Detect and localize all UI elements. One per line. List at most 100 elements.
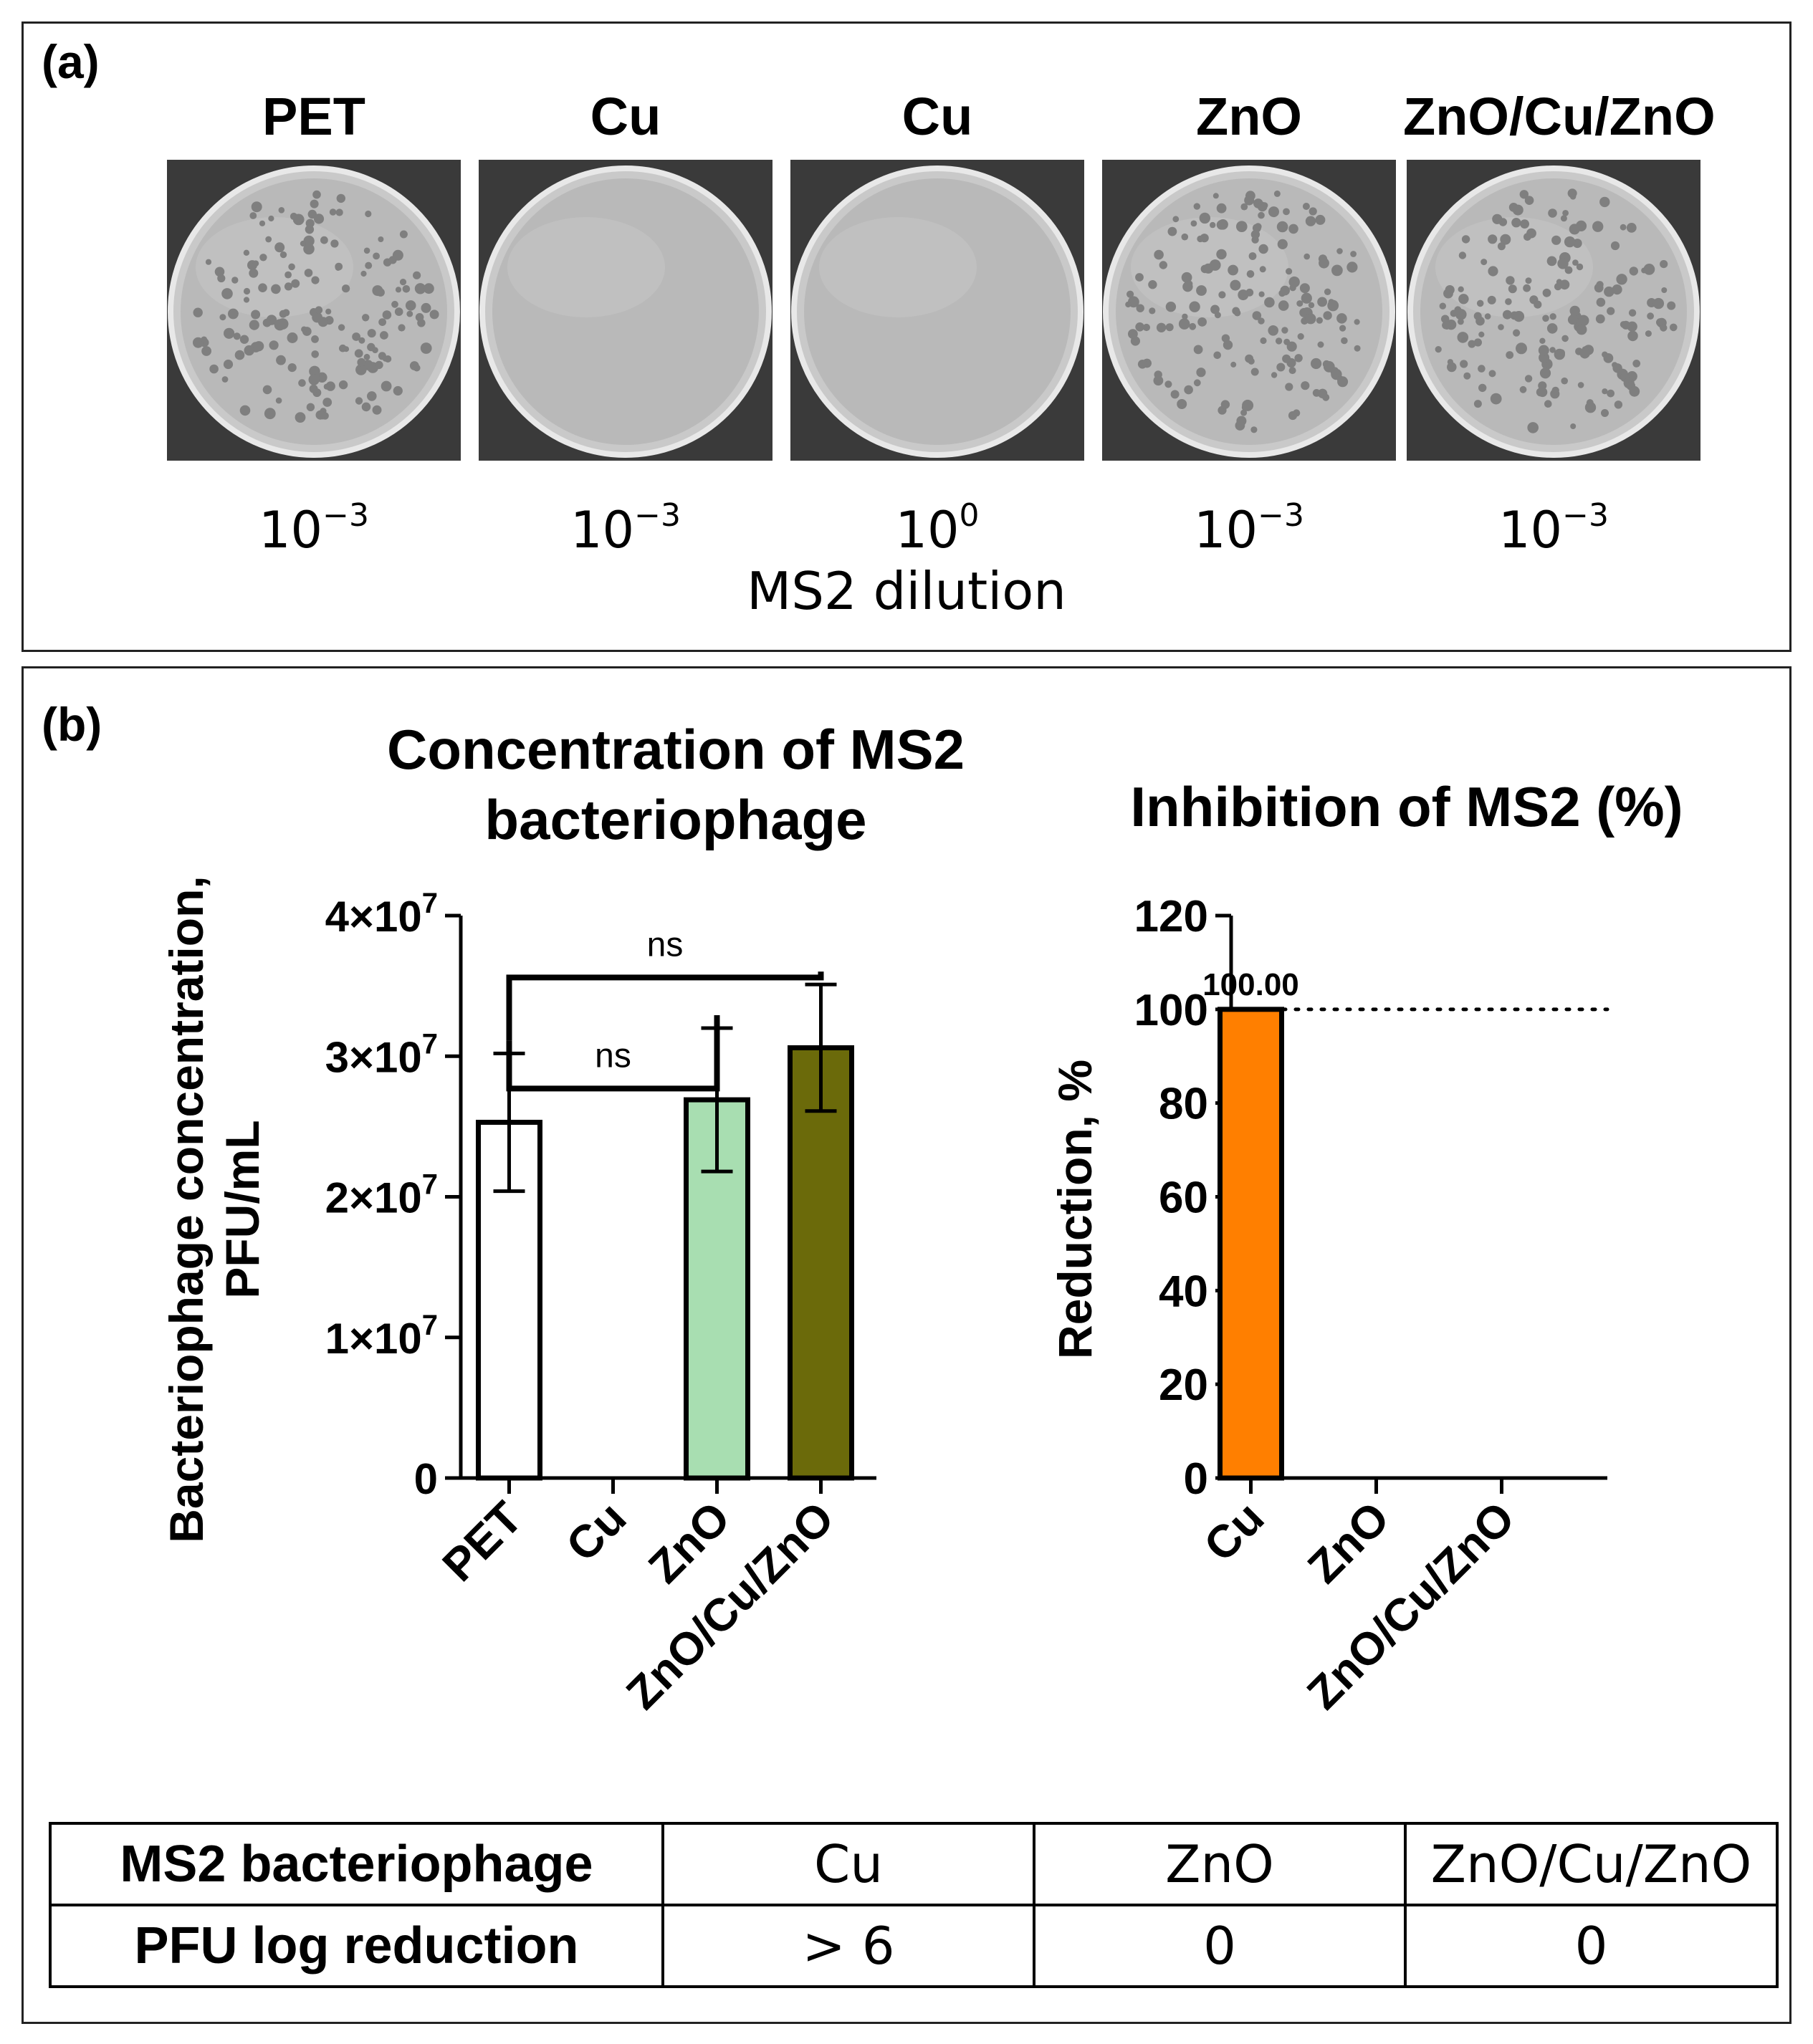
plaque xyxy=(1148,280,1157,289)
plaque xyxy=(1670,323,1678,332)
plaque xyxy=(279,251,287,259)
plaque xyxy=(284,271,292,279)
plaque xyxy=(323,383,330,390)
plaque xyxy=(409,302,416,310)
plaque xyxy=(378,236,384,242)
plaque xyxy=(360,270,367,277)
plaque xyxy=(1246,270,1255,278)
plaque xyxy=(269,340,279,350)
plaque xyxy=(1546,256,1557,267)
plaque xyxy=(363,247,370,254)
plaque xyxy=(1629,267,1638,276)
plaque xyxy=(287,363,297,373)
plaque xyxy=(1341,337,1348,345)
plaque xyxy=(1236,221,1248,232)
plaque xyxy=(1250,368,1259,376)
plaque xyxy=(1164,380,1172,388)
plaque xyxy=(375,360,383,370)
plaque xyxy=(315,306,323,314)
plaque xyxy=(1286,341,1297,352)
significance-bracket xyxy=(506,971,824,1041)
plaque xyxy=(292,213,305,226)
plaque xyxy=(1660,260,1668,269)
plaque xyxy=(291,279,300,288)
plaque xyxy=(1458,318,1464,325)
plaque xyxy=(1542,288,1551,297)
plaque xyxy=(1551,386,1559,395)
plaque xyxy=(1564,266,1573,274)
plaque xyxy=(398,324,406,332)
plaque xyxy=(361,402,371,412)
plaque xyxy=(1537,387,1548,398)
plaque xyxy=(1554,282,1562,291)
plaque xyxy=(1125,301,1132,308)
plaque xyxy=(1218,291,1226,299)
plaque xyxy=(1354,319,1360,325)
plaque xyxy=(417,319,426,327)
plaque xyxy=(1277,239,1288,249)
plaque xyxy=(338,324,345,331)
plaque xyxy=(1273,190,1281,197)
plaque xyxy=(288,263,295,271)
plaque xyxy=(1629,385,1640,397)
plaque xyxy=(287,332,298,343)
plaque xyxy=(271,284,281,294)
panel-b: (b) Concentration of MS2 bacteriophage Bac… xyxy=(21,666,1792,2024)
table-cell: > 6 xyxy=(661,1904,1035,1988)
petri-dish-image xyxy=(1407,160,1700,461)
y-tick-label: 100 xyxy=(1134,986,1208,1035)
plaque xyxy=(355,364,367,375)
plaque xyxy=(338,380,348,390)
plaque xyxy=(1458,286,1464,292)
plaque xyxy=(1181,272,1192,283)
plaque xyxy=(1435,346,1442,353)
dish-title: ZnO xyxy=(1196,87,1302,146)
y-tick-base: 3×10 xyxy=(325,1033,422,1081)
plaque xyxy=(362,314,370,322)
plaque xyxy=(1538,345,1549,356)
plaque xyxy=(1196,285,1207,296)
plaque xyxy=(352,332,360,341)
plaque xyxy=(249,268,259,278)
dilution-exponent: −3 xyxy=(322,497,369,534)
plaque xyxy=(1487,295,1496,304)
plaque xyxy=(1498,324,1504,330)
plaque xyxy=(1213,351,1221,360)
plaque xyxy=(1564,236,1576,248)
plaque xyxy=(367,329,376,338)
plaque xyxy=(1616,274,1627,285)
plaque xyxy=(1488,234,1498,244)
plaque xyxy=(1189,301,1200,312)
plaque xyxy=(1519,190,1529,199)
plaque xyxy=(1513,311,1525,322)
y-tick-label: 60 xyxy=(1159,1174,1208,1223)
plaque xyxy=(1567,315,1578,325)
plaque xyxy=(354,349,363,358)
plaque xyxy=(382,310,392,320)
plaque xyxy=(1511,218,1521,228)
plaque xyxy=(1261,202,1268,209)
plaque xyxy=(1607,389,1615,398)
plaque xyxy=(355,397,363,405)
plaque xyxy=(399,279,407,286)
plaque xyxy=(1569,305,1580,317)
plaque xyxy=(1238,289,1249,301)
plaque xyxy=(1577,382,1584,388)
plaque xyxy=(311,335,319,343)
plaque xyxy=(1240,203,1248,211)
plaque xyxy=(1492,213,1503,224)
plaque xyxy=(1339,325,1346,332)
dilution-base: 10 xyxy=(895,501,960,560)
inhibition-chart: Inhibition of MS2 (%) Reduction, % 0 20 40 60… xyxy=(1048,775,1683,1719)
table-cell: Cu xyxy=(661,1822,1035,1906)
plaque xyxy=(264,408,276,420)
table-cell: ZnO/Cu/ZnO xyxy=(1404,1822,1779,1906)
plaque xyxy=(329,208,337,216)
plaque xyxy=(1539,337,1546,344)
petri-dish-photo xyxy=(167,160,461,461)
plaque xyxy=(1562,210,1569,216)
plaque xyxy=(342,284,350,293)
plaque xyxy=(1461,235,1470,244)
plaque xyxy=(1212,193,1219,199)
plaque xyxy=(1473,338,1482,347)
